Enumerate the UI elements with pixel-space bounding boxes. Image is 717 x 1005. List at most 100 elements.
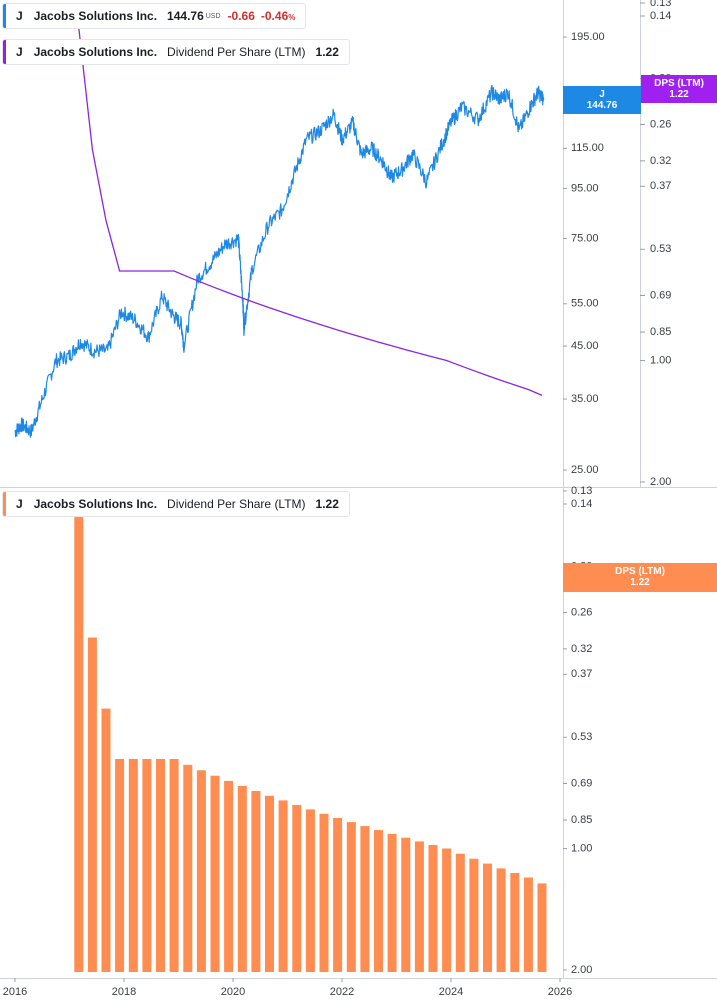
x-axis-tick-label: 2024 <box>439 986 463 998</box>
dps-bar <box>196 770 206 972</box>
dps-axis-tick-label: 2.00 <box>650 476 671 488</box>
dps-bar <box>156 759 165 972</box>
price-axis-tick-label: 35.00 <box>571 393 599 405</box>
dps-bar <box>292 805 302 972</box>
dps-bar <box>251 791 261 972</box>
dps-tag-value: 1.22 <box>669 89 689 100</box>
dps-bar <box>278 800 288 972</box>
legend-currency: USD <box>205 12 221 20</box>
bottom-axis-tick-label: 1.00 <box>571 842 592 854</box>
bottom-axis-tick-label: 0.32 <box>571 643 592 655</box>
dps-tag-label: DPS (LTM) <box>654 78 704 89</box>
bottom-axis-tick-label: 0.69 <box>571 777 592 789</box>
bottom-axis-tick-label: 0.53 <box>571 731 592 743</box>
legend-change-pct: -0.46% <box>260 9 296 23</box>
price-axis-tick-label: 45.00 <box>571 340 599 352</box>
dps-axis-tick-label: 1.00 <box>650 354 671 366</box>
x-axis-tick-label: 2016 <box>3 986 27 998</box>
dps-tag-value: 1.22 <box>630 577 650 588</box>
dps-bar <box>469 858 479 972</box>
dps-bar <box>387 833 397 972</box>
legend-company: Jacobs Solutions Inc. <box>33 497 158 511</box>
bottom-axis-tick-label: 0.14 <box>571 498 592 510</box>
x-axis-tick-label: 2022 <box>330 986 354 998</box>
price-axis-tick-label: 195.00 <box>571 31 605 43</box>
dps-bottom-value-tag: DPS (LTM) 1.22 <box>563 563 717 592</box>
dps-bar <box>537 883 547 972</box>
dps-bar <box>265 795 274 972</box>
dps-bar <box>333 818 343 972</box>
dps-bar <box>510 873 520 972</box>
price-tag-value: 144.76 <box>586 100 618 111</box>
dps-bar <box>128 759 138 972</box>
legend-ticker: J <box>16 9 23 23</box>
price-tag-label: J <box>599 89 605 100</box>
legend-ticker: J <box>16 45 23 59</box>
price-and-dps-lines <box>14 28 545 438</box>
dps-axis-tick-label: 0.32 <box>650 155 671 167</box>
dps-legend-bottom[interactable]: J Jacobs Solutions Inc. Dividend Per Sha… <box>2 491 350 517</box>
price-axis-tick-label: 75.00 <box>571 232 599 244</box>
dps-legend-top[interactable]: J Jacobs Solutions Inc. Dividend Per Sha… <box>2 39 350 65</box>
legend-value: 1.22 <box>315 497 339 511</box>
legend-company: Jacobs Solutions Inc. <box>33 9 158 23</box>
dps-legend-color <box>3 492 6 516</box>
dps-bar <box>237 786 247 972</box>
dps-bar <box>496 868 506 972</box>
dps-bar <box>346 822 356 972</box>
dps-bar <box>142 759 152 972</box>
legend-metric: Dividend Per Share (LTM) <box>167 497 306 511</box>
dps-bar <box>87 637 97 972</box>
legend-value: 1.22 <box>315 45 339 59</box>
price-axis-tick-label: 95.00 <box>571 182 599 194</box>
legend-change: -0.66 <box>227 9 255 23</box>
dps-bar <box>210 775 220 972</box>
x-axis-tick-label: 2018 <box>112 986 136 998</box>
dps-axis-tick-label: 0.53 <box>650 243 671 255</box>
dps-axis-tick-label: 0.69 <box>650 289 671 301</box>
price-axis-tick-label: 25.00 <box>571 464 599 476</box>
dps-bar <box>305 809 315 972</box>
dps-bar <box>183 764 193 972</box>
price-value-tag: J 144.76 <box>563 86 641 114</box>
legend-company: Jacobs Solutions Inc. <box>33 45 158 59</box>
dps-bar <box>360 826 370 972</box>
price-axis-tick-label: 115.00 <box>571 142 604 154</box>
bottom-axis-tick-label: 0.13 <box>571 485 592 497</box>
dps-bar <box>319 813 329 972</box>
legend-ticker: J <box>16 497 23 511</box>
dps-bar <box>74 516 84 972</box>
bottom-axis-tick-label: 0.37 <box>571 668 592 680</box>
dps-bar-series <box>74 516 547 972</box>
dps-bar <box>455 853 465 972</box>
price-legend-color <box>3 4 6 28</box>
dps-bar <box>428 845 438 972</box>
dps-series-line <box>78 28 543 396</box>
dps-top-value-tag: DPS (LTM) 1.22 <box>641 75 717 103</box>
dps-bar <box>169 759 179 972</box>
legend-metric: Dividend Per Share (LTM) <box>167 45 306 59</box>
dps-bar <box>442 848 452 972</box>
x-axis-tick-label: 2020 <box>221 986 245 998</box>
x-axis-tick-label: 2026 <box>548 986 572 998</box>
dps-axis-tick-label: 0.37 <box>650 180 671 192</box>
dps-bar <box>101 708 111 972</box>
chart-axes: 195.00 115.00 95.00 75.00 55.00 45.00 35.00 25.… <box>3 0 672 998</box>
price-series-line <box>14 84 545 438</box>
dps-legend-color <box>3 40 6 64</box>
dps-bar <box>483 863 492 972</box>
dps-bar <box>374 830 383 972</box>
dps-bar <box>401 837 411 972</box>
legend-price: 144.76 <box>167 9 204 23</box>
dps-axis-tick-label: 0.26 <box>650 118 671 130</box>
bottom-axis-tick-label: 0.26 <box>571 606 592 618</box>
dps-axis-tick-label: 0.85 <box>650 326 671 338</box>
bottom-axis-tick-label: 2.00 <box>571 964 592 976</box>
dps-bar <box>523 877 533 972</box>
dps-bar <box>224 780 234 972</box>
price-axis-tick-label: 55.00 <box>571 298 599 310</box>
dps-tag-label: DPS (LTM) <box>615 566 665 577</box>
bottom-axis-tick-label: 0.85 <box>571 814 592 826</box>
price-legend[interactable]: J Jacobs Solutions Inc. 144.76 USD -0.66… <box>2 3 307 29</box>
